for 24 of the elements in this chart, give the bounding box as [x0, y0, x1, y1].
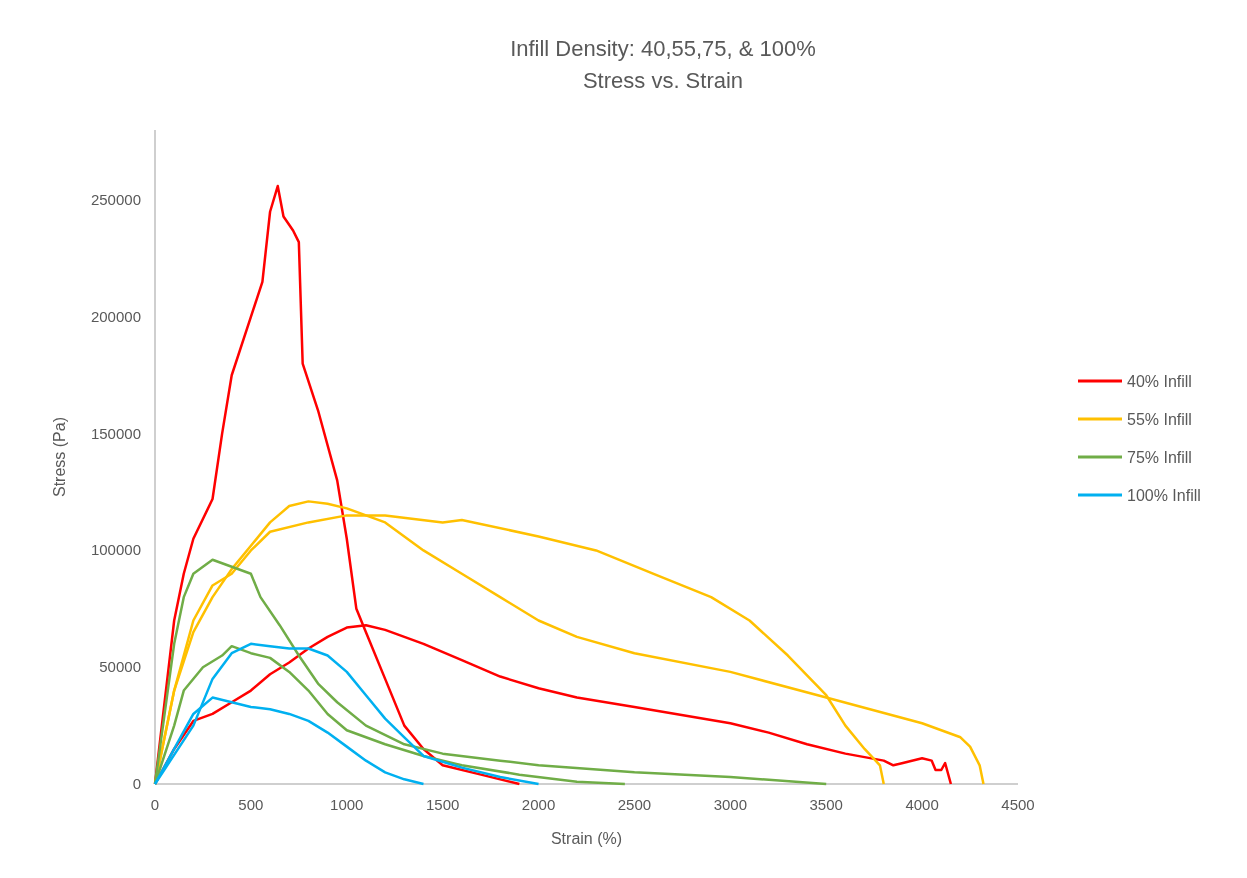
- x-axis-title: Strain (%): [550, 830, 623, 847]
- x-tick-label: 0: [150, 796, 160, 813]
- chart-title: Infill Density: 40,55,75, & 100%: [510, 36, 816, 61]
- legend-label: 40% Infill: [1127, 373, 1192, 390]
- legend-label: 100% Infill: [1127, 487, 1201, 504]
- y-tick-label: 0: [132, 775, 141, 792]
- x-tick-label: 500: [238, 796, 264, 813]
- y-tick-label: 150000: [90, 424, 141, 442]
- x-tick-label: 3500: [809, 796, 843, 813]
- x-tick-label: 2500: [617, 796, 652, 813]
- y-tick-label: 50000: [99, 658, 141, 676]
- x-tick-label: 3000: [713, 796, 748, 813]
- chart-subtitle: Stress vs. Strain: [582, 68, 744, 93]
- y-tick-label: 100000: [90, 541, 141, 559]
- y-axis-title: Stress (Pa): [51, 416, 68, 498]
- legend-label: 75% Infill: [1127, 449, 1192, 466]
- x-tick-label: 1000: [330, 796, 364, 813]
- x-tick-label: 2000: [521, 796, 556, 813]
- x-tick-label: 4000: [905, 796, 939, 813]
- x-tick-label: 1500: [425, 796, 460, 813]
- legend-label: 55% Infill: [1127, 411, 1192, 428]
- y-tick-label: 200000: [90, 307, 141, 325]
- x-tick-label: 4500: [1001, 796, 1035, 813]
- y-tick-label: 250000: [90, 191, 141, 209]
